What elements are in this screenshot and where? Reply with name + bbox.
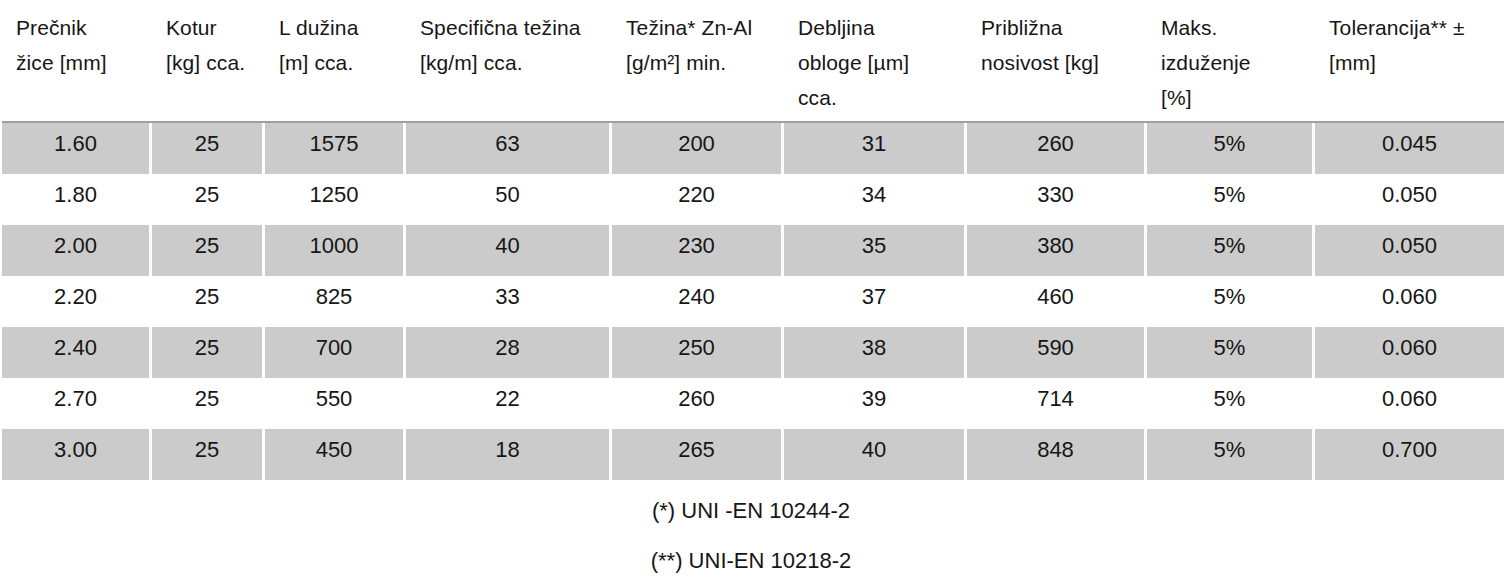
cell-precnik-zice: 2.70 [2,378,149,429]
footnote-uni-en-10218-2: (**) UNI-EN 10218-2 [0,547,1502,575]
cell-tolerancija: 0.060 [1315,378,1504,429]
cell-maks-izduzenje: 5% [1147,174,1312,225]
cell-priblizna-nosivost: 848 [967,429,1144,480]
cell-maks-izduzenje: 5% [1147,327,1312,378]
cell-specificna-tezina: 18 [406,429,609,480]
cell-specificna-tezina: 63 [406,123,609,174]
column-header-maks-izduzenje: Maks. izduženje [%] [1147,0,1312,121]
cell-priblizna-nosivost: 330 [967,174,1144,225]
cell-precnik-zice: 3.00 [2,429,149,480]
cell-specificna-tezina: 50 [406,174,609,225]
cell-l-duzina: 550 [265,378,403,429]
cell-kotur: 25 [152,276,262,327]
cell-precnik-zice: 2.40 [2,327,149,378]
column-header-priblizna-nosivost: Približna nosivost [kg] [967,0,1144,121]
cell-tolerancija: 0.700 [1315,429,1504,480]
cell-debljina-obloge: 35 [784,225,964,276]
cell-l-duzina: 1250 [265,174,403,225]
cell-debljina-obloge: 39 [784,378,964,429]
cell-l-duzina: 700 [265,327,403,378]
cell-kotur: 25 [152,378,262,429]
cell-precnik-zice: 2.20 [2,276,149,327]
cell-priblizna-nosivost: 460 [967,276,1144,327]
cell-specificna-tezina: 40 [406,225,609,276]
cell-priblizna-nosivost: 260 [967,123,1144,174]
column-header-tezina-zn-al: Težina* Zn-Al [g/m²] min. [612,0,781,121]
cell-tezina-zn-al: 260 [612,378,781,429]
cell-kotur: 25 [152,429,262,480]
column-header-specificna-tezina: Specifična težina [kg/m] cca. [406,0,609,121]
cell-maks-izduzenje: 5% [1147,225,1312,276]
cell-l-duzina: 825 [265,276,403,327]
cell-tezina-zn-al: 200 [612,123,781,174]
cell-precnik-zice: 1.60 [2,123,149,174]
cell-tezina-zn-al: 250 [612,327,781,378]
footnote-uni-en-10244-2: (*) UNI -EN 10244-2 [0,497,1502,525]
cell-tezina-zn-al: 230 [612,225,781,276]
cell-tezina-zn-al: 240 [612,276,781,327]
cell-maks-izduzenje: 5% [1147,378,1312,429]
column-header-precnik-zice: Prečnik žice [mm] [2,0,149,121]
cell-tolerancija: 0.060 [1315,327,1504,378]
cell-debljina-obloge: 34 [784,174,964,225]
cell-tezina-zn-al: 220 [612,174,781,225]
cell-precnik-zice: 2.00 [2,225,149,276]
cell-priblizna-nosivost: 590 [967,327,1144,378]
cell-kotur: 25 [152,123,262,174]
cell-maks-izduzenje: 5% [1147,276,1312,327]
cell-tolerancija: 0.050 [1315,225,1504,276]
cell-debljina-obloge: 31 [784,123,964,174]
cell-precnik-zice: 1.80 [2,174,149,225]
cell-specificna-tezina: 33 [406,276,609,327]
cell-kotur: 25 [152,174,262,225]
cell-maks-izduzenje: 5% [1147,123,1312,174]
cell-l-duzina: 1575 [265,123,403,174]
column-header-kotur: Kotur [kg] cca. [152,0,262,121]
cell-debljina-obloge: 40 [784,429,964,480]
footnotes: (*) UNI -EN 10244-2 (**) UNI-EN 10218-2 [0,497,1502,575]
cell-l-duzina: 1000 [265,225,403,276]
cell-kotur: 25 [152,225,262,276]
cell-tolerancija: 0.060 [1315,276,1504,327]
cell-tolerancija: 0.045 [1315,123,1504,174]
cell-tolerancija: 0.050 [1315,174,1504,225]
wire-spec-table: Prečnik žice [mm]Kotur [kg] cca.L dužina… [2,0,1504,480]
cell-specificna-tezina: 28 [406,327,609,378]
cell-debljina-obloge: 37 [784,276,964,327]
cell-maks-izduzenje: 5% [1147,429,1312,480]
cell-priblizna-nosivost: 380 [967,225,1144,276]
column-header-l-duzina: L dužina [m] cca. [265,0,403,121]
cell-kotur: 25 [152,327,262,378]
cell-priblizna-nosivost: 714 [967,378,1144,429]
cell-specificna-tezina: 22 [406,378,609,429]
column-header-tolerancija: Tolerancija** ± [mm] [1315,0,1504,121]
column-header-debljina-obloge: Debljina obloge [µm] cca. [784,0,964,121]
cell-debljina-obloge: 38 [784,327,964,378]
cell-l-duzina: 450 [265,429,403,480]
cell-tezina-zn-al: 265 [612,429,781,480]
